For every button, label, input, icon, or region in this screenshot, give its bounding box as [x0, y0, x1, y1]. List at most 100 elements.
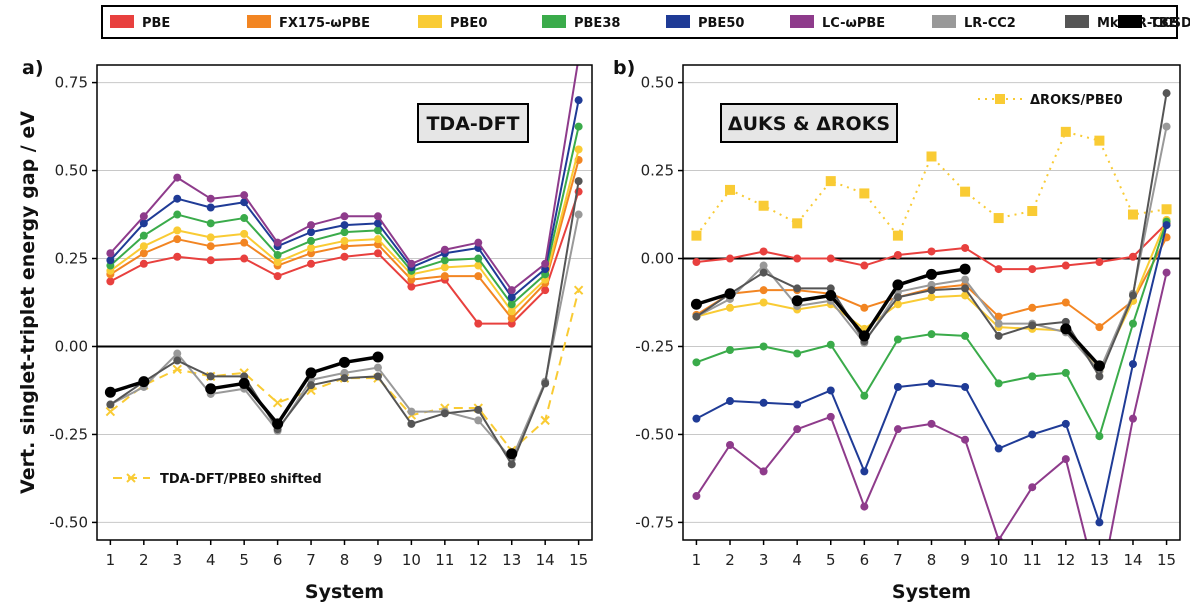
panel-b-series-9-point-12	[1093, 360, 1105, 372]
panel-a-series-4-point-4	[240, 198, 249, 207]
panel-b-series-5-point-7	[927, 379, 936, 388]
panel-b-series-0-point-8	[960, 186, 971, 197]
panel-b-series-4-point-13	[1128, 319, 1137, 328]
panel-a-series-0-point-0	[106, 277, 115, 286]
panel-a-series-8-point-9	[407, 419, 416, 428]
panel-a-series-4-point-7	[340, 221, 349, 230]
panel-a-series-9-point-7	[339, 356, 350, 368]
panel-a-series-5-point-14	[575, 54, 583, 62]
panel-b-series-9-point-7	[926, 268, 937, 280]
panel-a-series-2-point-12	[507, 307, 516, 316]
panel-a-series-5-point-13	[541, 259, 550, 268]
panel-b: ΔUKS & ΔROKS -0.75 -0.50 -0.25 0.00 0.25 0.50 1…	[613, 57, 1181, 603]
panel-a-series-8-point-14	[574, 177, 583, 186]
panel-a-series-5-point-6	[307, 221, 316, 230]
panel-a-series-group	[104, 54, 584, 469]
panel-b-series-5-point-0	[692, 414, 701, 423]
panel-b-series-5-point-1	[726, 397, 735, 406]
legend-swatch-8	[1118, 15, 1142, 28]
panel-a-series-7-point-9	[407, 407, 416, 416]
panel-a-xtick-label-13: 14	[536, 551, 555, 569]
panel-b-series-0-point-4	[825, 176, 836, 187]
legend-label-3: PBE38	[574, 16, 620, 31]
panel-b-series-9-point-3	[791, 295, 803, 307]
panel-b-series-4-point-4	[826, 340, 835, 349]
panel-b-annotation-marker	[995, 94, 1005, 104]
panel-a-xtick-label-5: 6	[273, 551, 283, 569]
panel-a-series-2-point-11	[474, 261, 483, 270]
legend-swatch-6	[932, 15, 956, 28]
panel-b-series-0-line-0	[695, 130, 1167, 237]
panel-a-ylabel: Vert. singlet-triplet energy gap / eV	[17, 111, 39, 494]
panel-b-xtick-label-11: 12	[1056, 551, 1075, 569]
panel-a-xtick-label-7: 8	[340, 551, 350, 569]
panel-b-series-6-point-10	[1028, 483, 1037, 492]
legend-swatch-5	[790, 15, 814, 28]
panel-a-series-3-point-4	[240, 214, 249, 223]
panel-b-series-6-point-11	[1061, 455, 1070, 464]
panel-b-series-9-point-11	[1060, 323, 1072, 335]
panel-b-series-2-point-9	[994, 312, 1003, 321]
legend-frame	[101, 5, 1178, 39]
panel-a-series-0-point-13	[541, 286, 550, 295]
panel-a-series-3-point-1	[139, 231, 148, 240]
panel-b-series-1-point-5	[860, 261, 869, 270]
panel-a-series-1-point-10	[440, 272, 449, 281]
panel-a-series-8-point-7	[340, 374, 349, 383]
legend-label-6: LR-CC2	[964, 16, 1016, 31]
panel-a-annotation-marker	[126, 473, 136, 483]
panel-a-series-9-point-8	[372, 351, 384, 363]
legend-label-5: LC-ωPBE	[822, 16, 885, 31]
panel-a-series-8-point-10	[440, 409, 449, 418]
panel-a-series-3-point-12	[507, 300, 516, 309]
panel-b-series-6-point-7	[927, 419, 936, 428]
panel-b-series-6-point-14	[1162, 268, 1171, 277]
legend-label-2: PBE0	[450, 16, 487, 31]
panel-b-series-0-point-14	[1161, 204, 1172, 215]
panel-b-series-0-point-7	[926, 151, 937, 162]
legend-swatch-2	[418, 15, 442, 28]
panel-a-xtick-label-11: 12	[469, 551, 488, 569]
panel-b-series-group	[690, 89, 1172, 540]
panel-a-series-7-point-8	[373, 363, 382, 372]
panel-a-series-5-point-3	[206, 194, 215, 203]
panel-b-series-6-point-5	[860, 502, 869, 511]
panel-a-series-9-point-12	[506, 448, 518, 460]
panel-a-series-6-point-5	[272, 398, 283, 408]
panel-a-xtick-label-3: 4	[206, 551, 216, 569]
panel-a-series-0-point-5	[273, 272, 282, 281]
panel-b-ytick-label-4: 0.25	[641, 162, 674, 180]
panel-b-ytick-label-1: -0.50	[635, 425, 674, 443]
panel-b-ytick-label-5: 0.50	[641, 74, 674, 92]
panel-a-series-5-point-2	[173, 173, 182, 182]
panel-b-series-6-point-8	[961, 435, 970, 444]
panel-b-series-1-point-3	[793, 254, 802, 263]
panel-b-series-4-point-1	[726, 346, 735, 354]
panel-a-series-0-point-8	[373, 249, 382, 258]
panel-a-series-4-point-12	[507, 293, 516, 302]
panel-a-series-7-point-14	[574, 210, 583, 219]
panel-b-series-9-point-0	[690, 298, 702, 310]
panel-b-series-6-point-0	[692, 492, 701, 501]
panel-a-series-1-point-3	[206, 242, 215, 251]
panel-a-series-6-point-2	[172, 364, 182, 375]
panel-a-series-0-point-1	[139, 259, 148, 268]
panel-a-series-6-point-14	[573, 285, 584, 295]
legend-label-1: FX175-ωPBE	[279, 16, 370, 31]
panel-a-series-3-point-5	[273, 251, 282, 259]
panel-b-series-5-point-12	[1095, 518, 1104, 527]
panel-b-xtick-label-8: 9	[960, 551, 970, 569]
panel-b-method-label: ΔUKS & ΔROKS	[728, 113, 890, 135]
panel-a-series-7-line-0	[109, 214, 580, 461]
panel-a-method-label: TDA-DFT	[426, 113, 519, 135]
panel-a-series-4-point-2	[173, 194, 182, 203]
panel-b-series-4-point-8	[961, 331, 970, 340]
panel-a-series-7-point-11	[474, 416, 483, 425]
panel-a-annotation-label: TDA-DFT/PBE0 shifted	[160, 472, 322, 487]
panel-a-series-8-point-12	[507, 460, 516, 469]
panel-b-series-7-point-14	[1162, 122, 1171, 131]
panel-b-series-4	[692, 217, 1171, 441]
panel-a-series-4-point-14	[574, 96, 583, 105]
panel-b-series-9	[690, 263, 1105, 372]
